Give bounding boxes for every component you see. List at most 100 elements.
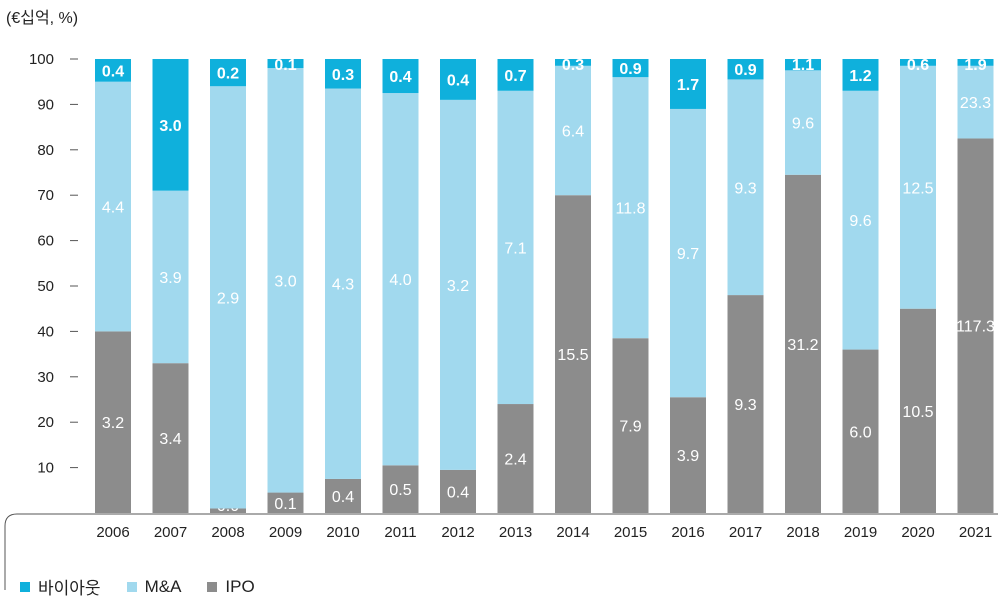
bar-segment <box>325 88 361 479</box>
bar-segment <box>440 99 476 470</box>
y-tick-label: 30 <box>37 369 54 386</box>
bar-segment <box>727 295 764 513</box>
x-tick-label: 2013 <box>499 524 532 541</box>
data-label: 1.9 <box>964 57 986 74</box>
bar-segment <box>152 363 189 513</box>
bar-segment <box>785 70 821 175</box>
data-label: 0.4 <box>447 484 469 501</box>
data-label: 0.1 <box>274 57 296 74</box>
data-label: 0.4 <box>447 72 469 89</box>
bar-segment <box>612 59 649 78</box>
y-tick-label: 100 <box>29 51 54 68</box>
x-tick-label: 2021 <box>959 524 992 541</box>
data-label: 3.0 <box>159 118 181 135</box>
x-tick-label: 2018 <box>786 524 819 541</box>
x-tick-label: 2014 <box>556 524 589 541</box>
data-label: 0.9 <box>734 62 756 79</box>
bar-segment <box>670 59 706 109</box>
x-tick-label: 2020 <box>901 524 934 541</box>
legend-item: M&A <box>126 574 181 599</box>
data-label: 0.3 <box>332 67 354 84</box>
legend-label: 바이아웃 <box>38 579 101 598</box>
x-tick-label: 2016 <box>671 524 704 541</box>
y-tick-label: 50 <box>37 278 54 295</box>
data-label: 6.4 <box>562 124 584 141</box>
x-tick-label: 2010 <box>326 524 359 541</box>
data-label: 3.9 <box>677 448 699 465</box>
data-label: 4.3 <box>332 277 354 294</box>
bar-segment <box>900 59 936 66</box>
bar-segment <box>95 81 131 332</box>
data-label: 9.3 <box>734 397 756 414</box>
data-label: 1.1 <box>792 57 814 74</box>
bar-segment <box>325 59 361 89</box>
data-label: 1.7 <box>677 77 699 94</box>
data-label: 0.4 <box>389 69 411 86</box>
bar-segment <box>555 195 591 513</box>
bar-segment <box>555 59 591 66</box>
data-label: 7.9 <box>619 419 641 436</box>
data-label: 0.9 <box>619 61 641 78</box>
bar-segment <box>95 59 131 82</box>
bar-segment <box>267 492 304 513</box>
bar-segment <box>210 59 246 87</box>
data-label: 2.4 <box>504 452 526 469</box>
y-tick-label: 90 <box>37 96 54 113</box>
y-tick-label: 80 <box>37 142 54 159</box>
y-tick-label: 10 <box>37 460 54 477</box>
x-tick-label: 2017 <box>729 524 762 541</box>
y-tick-label: 40 <box>37 323 54 340</box>
bar-segment <box>210 86 246 509</box>
bar-segment <box>842 59 879 91</box>
bar-segment <box>957 65 994 139</box>
bar-segment <box>842 90 879 350</box>
bar-segment <box>497 59 534 91</box>
bar-segment <box>612 77 649 339</box>
data-label: 3.2 <box>102 415 124 432</box>
data-label: 0.5 <box>389 482 411 499</box>
bar-segment <box>440 59 476 100</box>
x-axis-line <box>4 513 998 590</box>
unit-label: (€십억, %) <box>6 10 79 27</box>
bar-segment <box>900 65 936 309</box>
data-label: 117.3 <box>956 319 995 336</box>
x-tick-label: 2012 <box>441 524 474 541</box>
data-label: 10.5 <box>902 404 933 421</box>
bar-segment <box>382 93 419 466</box>
x-tick-label: 2019 <box>844 524 877 541</box>
bar-segment <box>785 59 821 71</box>
legend-item: 바이아웃 <box>20 574 101 599</box>
data-label: 3.0 <box>274 273 296 290</box>
bar-segment <box>957 59 994 66</box>
bar-segment <box>727 59 764 80</box>
data-label: 0.1 <box>274 496 296 513</box>
y-tick-label: 20 <box>37 414 54 431</box>
legend-item: IPO <box>207 574 255 599</box>
bar-segment <box>267 59 304 69</box>
bar-segment <box>555 65 591 196</box>
data-label: 23.3 <box>960 95 991 112</box>
bar-segment <box>957 138 994 513</box>
data-label: 15.5 <box>557 347 588 364</box>
data-label: 9.6 <box>792 116 814 133</box>
y-tick-label: 70 <box>37 187 54 204</box>
y-tick-label: 60 <box>37 233 54 250</box>
data-label: 2.9 <box>217 290 239 307</box>
legend-swatch <box>126 581 137 592</box>
bar-segment <box>152 59 189 191</box>
bar-segment <box>727 79 764 296</box>
bar-segment <box>670 397 706 513</box>
x-tick-label: 2015 <box>614 524 647 541</box>
data-label: 9.3 <box>734 180 756 197</box>
bar-segment <box>900 308 936 513</box>
data-label: 31.2 <box>787 337 818 354</box>
data-label: 12.5 <box>902 180 933 197</box>
x-tick-label: 2006 <box>96 524 129 541</box>
data-label: 0.4 <box>102 63 124 80</box>
data-label: 9.7 <box>677 246 699 263</box>
bar-segment <box>325 478 361 513</box>
bar-segment <box>382 59 419 94</box>
bar-segment <box>95 331 131 513</box>
